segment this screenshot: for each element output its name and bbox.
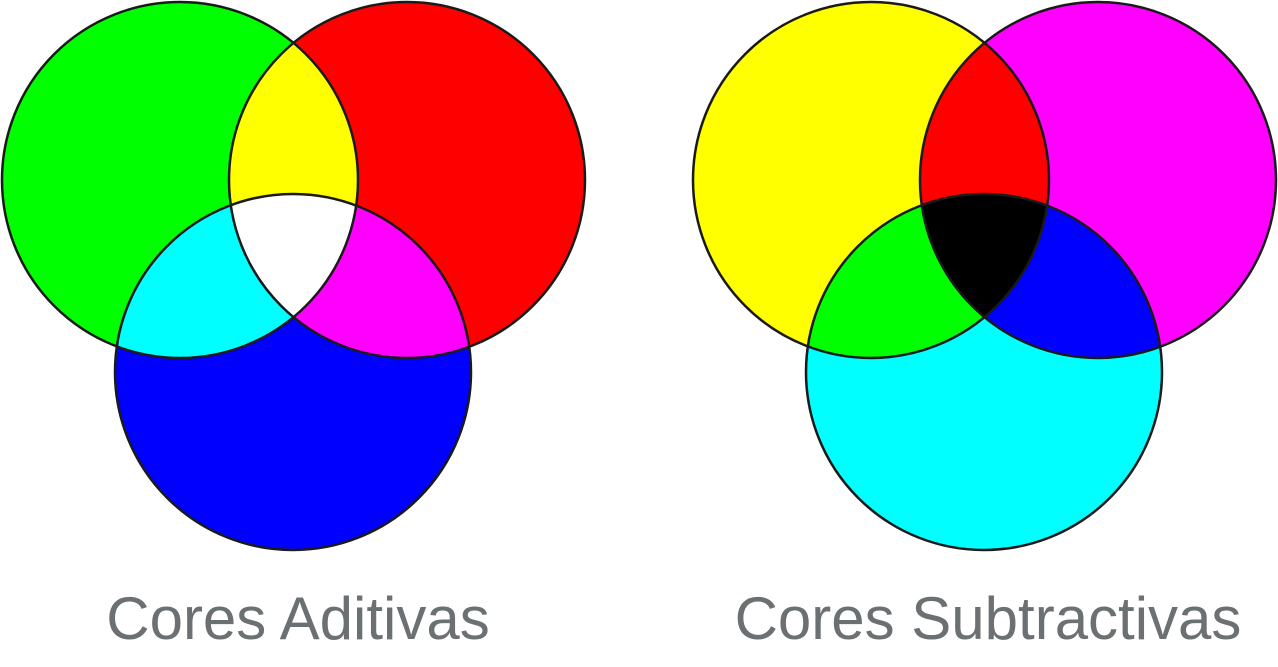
yellow-cyan-overlap bbox=[806, 194, 1049, 358]
magenta-circle-outline bbox=[918, 0, 1278, 360]
cyan-circle-outline bbox=[804, 192, 1164, 552]
green-circle-outline bbox=[0, 0, 360, 360]
additive-diagram bbox=[0, 0, 587, 552]
magenta-cyan-overlap bbox=[920, 194, 1162, 358]
additive-caption: Cores Aditivas bbox=[106, 585, 490, 652]
yellow-circle-outline bbox=[691, 0, 1051, 360]
subtractive-caption: Cores Subtractivas bbox=[734, 585, 1242, 652]
red-circle-outline bbox=[227, 0, 587, 360]
subtractive-diagram bbox=[691, 0, 1278, 552]
green-blue-overlap bbox=[115, 194, 358, 358]
red-blue-overlap bbox=[229, 194, 471, 358]
blue-circle-outline bbox=[113, 192, 473, 552]
